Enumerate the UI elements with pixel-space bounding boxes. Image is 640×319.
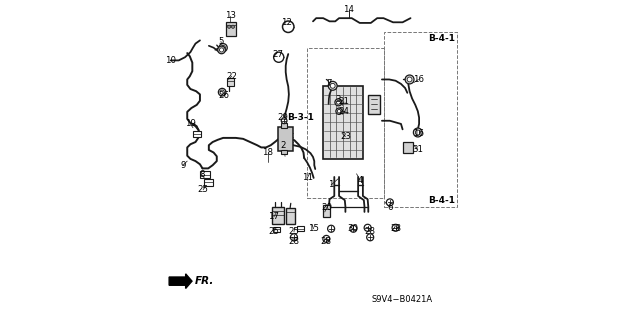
Text: 7: 7 [326, 79, 332, 88]
Circle shape [228, 25, 231, 28]
Text: 8: 8 [199, 170, 205, 179]
Text: 28: 28 [321, 237, 332, 246]
Text: 16: 16 [413, 75, 424, 84]
Circle shape [219, 44, 227, 52]
Text: S9V4−B0421A: S9V4−B0421A [371, 295, 433, 304]
Text: 11: 11 [302, 174, 313, 182]
Text: B-4-1: B-4-1 [428, 34, 455, 43]
Circle shape [323, 235, 330, 242]
Text: 25: 25 [268, 227, 280, 236]
Text: 25: 25 [198, 185, 209, 194]
FancyBboxPatch shape [278, 127, 293, 151]
Circle shape [220, 90, 224, 94]
Text: 5: 5 [218, 37, 223, 46]
Text: 22: 22 [226, 72, 237, 81]
Text: 25: 25 [289, 227, 300, 236]
Text: 4: 4 [358, 176, 363, 185]
Circle shape [407, 77, 412, 82]
Circle shape [337, 109, 341, 113]
Circle shape [220, 48, 223, 52]
Circle shape [415, 130, 420, 135]
Text: 9: 9 [180, 161, 186, 170]
Text: 29: 29 [277, 113, 288, 122]
Text: 20: 20 [321, 203, 333, 211]
Text: 3: 3 [335, 95, 341, 104]
Text: 19: 19 [185, 119, 196, 129]
FancyBboxPatch shape [281, 123, 287, 128]
FancyBboxPatch shape [193, 131, 201, 137]
Text: 23: 23 [340, 132, 351, 141]
FancyBboxPatch shape [200, 171, 210, 178]
Circle shape [221, 45, 225, 50]
Circle shape [364, 224, 371, 231]
Circle shape [232, 25, 235, 28]
Text: 21: 21 [339, 97, 349, 106]
FancyBboxPatch shape [204, 179, 212, 186]
FancyBboxPatch shape [285, 208, 294, 224]
Circle shape [387, 199, 394, 206]
Circle shape [328, 225, 335, 232]
Circle shape [282, 21, 294, 33]
Text: 24: 24 [339, 107, 349, 116]
Text: 26: 26 [219, 91, 230, 100]
FancyBboxPatch shape [297, 226, 304, 231]
Text: 28: 28 [391, 224, 402, 233]
Circle shape [413, 128, 422, 137]
Circle shape [218, 88, 226, 96]
Text: 12: 12 [281, 18, 292, 27]
Text: B-4-1: B-4-1 [428, 196, 455, 205]
Text: 6: 6 [387, 203, 392, 211]
FancyBboxPatch shape [227, 78, 234, 86]
Text: B-3-1: B-3-1 [287, 113, 314, 122]
Text: 17: 17 [268, 212, 280, 221]
FancyBboxPatch shape [272, 206, 284, 224]
Text: 31: 31 [412, 145, 423, 154]
Circle shape [330, 83, 335, 88]
FancyBboxPatch shape [227, 22, 236, 36]
Circle shape [350, 225, 357, 232]
Circle shape [336, 108, 342, 115]
Circle shape [367, 234, 374, 241]
Text: 14: 14 [343, 5, 354, 14]
Circle shape [335, 99, 342, 106]
Circle shape [405, 75, 414, 84]
Polygon shape [169, 274, 192, 288]
Text: 30: 30 [348, 224, 359, 233]
FancyBboxPatch shape [403, 142, 413, 153]
Circle shape [218, 46, 225, 54]
FancyBboxPatch shape [281, 150, 287, 154]
FancyBboxPatch shape [323, 204, 330, 217]
Text: 15: 15 [308, 224, 319, 233]
Text: 13: 13 [225, 11, 236, 20]
Circle shape [281, 118, 287, 123]
Text: 10: 10 [165, 56, 176, 65]
Circle shape [291, 234, 298, 241]
Text: 18: 18 [262, 148, 273, 157]
Circle shape [328, 81, 337, 90]
Text: FR.: FR. [195, 276, 214, 286]
Text: 2: 2 [281, 141, 286, 150]
Text: 27: 27 [273, 49, 284, 59]
FancyBboxPatch shape [367, 95, 380, 114]
FancyBboxPatch shape [273, 227, 280, 232]
Text: 16: 16 [413, 129, 424, 138]
Circle shape [337, 100, 340, 104]
Text: 1: 1 [328, 181, 334, 189]
Circle shape [274, 52, 284, 62]
Text: 28: 28 [365, 227, 376, 236]
FancyBboxPatch shape [323, 86, 363, 159]
Text: 28: 28 [289, 237, 300, 246]
Circle shape [392, 224, 399, 231]
